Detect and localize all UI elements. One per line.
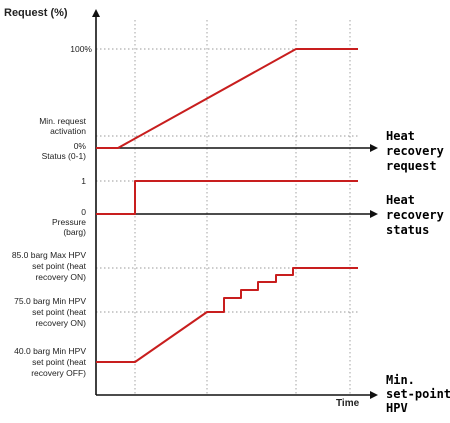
x-axis-title: Time [336, 398, 360, 409]
side-label-hr-request-1: Heat [386, 129, 415, 143]
label-sp75-2: set point (heat [32, 307, 87, 317]
label-sp40-2: set point (heat [32, 357, 87, 367]
side-label-min-setpoint: Min. set-point HPV [386, 373, 450, 415]
label-100pct: 100% [70, 44, 92, 54]
side-label-min-sp-3: HPV [386, 401, 408, 415]
side-label-hr-status-1: Heat [386, 193, 415, 207]
side-label-hr-status: Heat recovery status [386, 193, 444, 237]
y-axis-title: Request (%) [4, 7, 68, 19]
axes [92, 9, 378, 399]
label-min-request-2: activation [50, 126, 86, 136]
label-sp75-3: recovery ON) [35, 318, 86, 328]
label-sp40-1: 40.0 barg Min HPV [14, 346, 86, 356]
label-sp85-2: set point (heat [32, 261, 87, 271]
side-label-hr-request: Heat recovery request [386, 129, 444, 173]
label-sp75-1: 75.0 barg Min HPV [14, 296, 86, 306]
request-curve [96, 48, 358, 149]
side-label-hr-status-2: recovery [386, 208, 444, 222]
label-sp85-1: 85.0 barg Max HPV [12, 250, 87, 260]
label-pressure-2: (barg) [63, 227, 86, 237]
side-label-min-sp-2: set-point [386, 387, 450, 401]
label-status-0: 0 [81, 207, 86, 217]
side-label-hr-status-3: status [386, 223, 429, 237]
side-label-min-sp-1: Min. [386, 373, 415, 387]
vertical-grid [134, 20, 351, 395]
status-curve [96, 180, 358, 215]
label-status-title: Status (0-1) [42, 151, 87, 161]
setpoint-curve [96, 267, 358, 363]
label-pressure-1: Pressure [52, 217, 86, 227]
label-sp85-3: recovery ON) [35, 272, 86, 282]
side-label-hr-request-2: recovery [386, 144, 444, 158]
label-min-request-1: Min. request [39, 116, 86, 126]
side-label-hr-request-3: request [386, 159, 437, 173]
label-status-1: 1 [81, 176, 86, 186]
label-0pct: 0% [74, 141, 87, 151]
label-sp40-3: recovery OFF) [31, 368, 86, 378]
